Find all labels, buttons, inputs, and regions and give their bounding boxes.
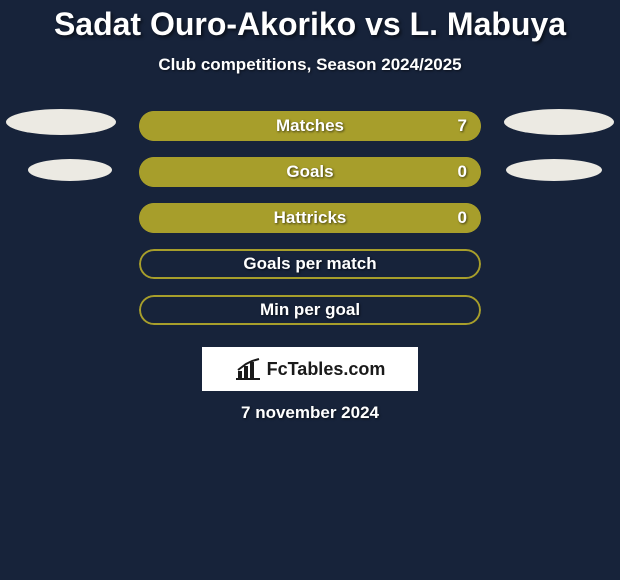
infographic-root: Sadat Ouro-Akoriko vs L. Mabuya Club com… [0,0,620,580]
stat-row: Goals 0 [0,149,620,195]
stat-label: Goals [286,162,333,182]
stat-row: Hattricks 0 [0,195,620,241]
page-title: Sadat Ouro-Akoriko vs L. Mabuya [54,6,566,43]
comparison-chart: Matches 7 Goals 0 Hattricks 0 Goals per match M… [0,103,620,333]
stat-bar: Matches 7 [139,111,481,141]
update-date: 7 november 2024 [241,403,379,423]
player-b-indicator [504,109,614,135]
bar-chart-icon [235,358,261,380]
stat-value: 0 [458,208,467,228]
stat-label: Min per goal [260,300,360,320]
brand-text: FcTables.com [267,359,386,380]
stat-row: Min per goal [0,287,620,333]
stat-label: Matches [276,116,344,136]
stat-row: Matches 7 [0,103,620,149]
stat-label: Hattricks [274,208,347,228]
stat-bar: Goals 0 [139,157,481,187]
stat-bar: Hattricks 0 [139,203,481,233]
stat-value: 0 [458,162,467,182]
stat-row: Goals per match [0,241,620,287]
player-a-indicator [6,109,116,135]
subtitle: Club competitions, Season 2024/2025 [158,55,461,75]
stat-bar: Min per goal [139,295,481,325]
stat-label: Goals per match [243,254,376,274]
brand-badge: FcTables.com [202,347,418,391]
player-b-indicator [506,159,602,181]
stat-bar: Goals per match [139,249,481,279]
player-a-indicator [28,159,112,181]
stat-value: 7 [458,116,467,136]
